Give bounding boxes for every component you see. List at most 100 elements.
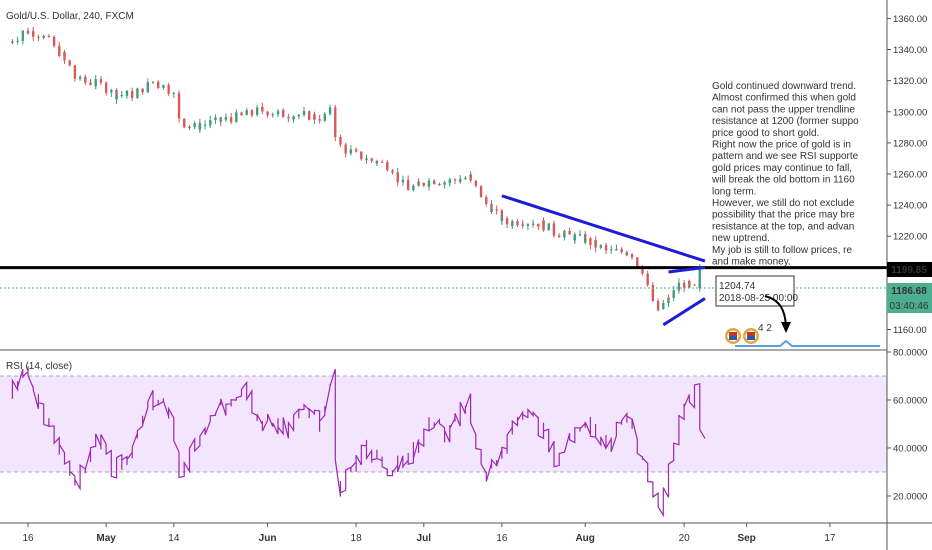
candle-196	[688, 279, 691, 288]
candle-190	[667, 294, 670, 301]
candle-113	[401, 175, 405, 186]
candle-62	[224, 113, 228, 123]
time-tick-0: 16	[22, 523, 34, 544]
candle-33	[125, 94, 129, 99]
candle-112	[396, 172, 399, 187]
candle-158	[557, 233, 561, 238]
horizontal-line-label-bg	[887, 262, 932, 277]
svg-text:18: 18	[351, 533, 363, 544]
annotation-line-14: My job is still to follow prices, re	[712, 245, 852, 256]
drawing-lines	[0, 194, 887, 327]
svg-text:1360.00: 1360.00	[893, 14, 927, 25]
candle-50	[183, 118, 186, 129]
candle-104	[370, 157, 373, 164]
rsi-band	[0, 376, 887, 472]
arrow-head-icon	[781, 322, 791, 333]
candle-20	[78, 75, 82, 81]
candle-152	[537, 223, 540, 231]
candle-145	[511, 219, 514, 229]
candle-178	[625, 253, 629, 256]
candle-100	[354, 148, 358, 153]
candle-160	[563, 229, 566, 238]
candle-170	[599, 244, 603, 250]
price-tooltip: 1204.74 2018-08-25 00:00	[715, 275, 798, 307]
candle-59	[214, 114, 217, 124]
svg-text:Sep: Sep	[737, 533, 755, 544]
candle-44	[162, 84, 165, 90]
candle-26	[99, 76, 103, 86]
annotation-line-11: possibility that the price may bre	[712, 210, 855, 221]
candle-118	[417, 178, 420, 183]
candle-155	[547, 223, 550, 231]
annotation-line-4: price good to short gold.	[712, 128, 819, 139]
svg-text:17: 17	[824, 533, 836, 544]
candle-175	[615, 244, 618, 251]
candle-172	[604, 246, 608, 255]
candle-130	[459, 174, 462, 183]
rsi-title: RSI (14, close)	[6, 361, 72, 372]
rsi-line	[11, 366, 706, 518]
price-axis[interactable]: 1360.00 1340.00 1320.00 1300.00 1280.00 1260.…	[887, 14, 927, 336]
candle-79	[281, 108, 285, 118]
candle-7	[32, 26, 35, 42]
candle-95	[339, 134, 342, 148]
price-tick-0: 1360.00	[887, 14, 927, 25]
svg-text:16: 16	[496, 533, 508, 544]
candle-25	[94, 74, 97, 90]
candle-187	[656, 308, 660, 311]
time-tick-6: 16	[496, 523, 508, 544]
candle-143	[505, 216, 509, 228]
rsi-series	[11, 366, 706, 518]
annotation-line-12: resistance at the top, and advan	[712, 221, 854, 232]
chart-title: Gold/U.S. Dollar, 240, FXCM	[6, 11, 134, 22]
lower-trendline	[662, 297, 706, 327]
time-tick-8: 20	[679, 523, 690, 544]
candle-128	[453, 178, 457, 185]
candle-8	[37, 34, 40, 42]
candle-194	[682, 279, 686, 293]
price-candles	[11, 26, 701, 312]
candle-23	[89, 78, 92, 86]
candle-17	[68, 59, 71, 67]
candle-154	[542, 219, 545, 232]
rsi-tick-2: 40.0000	[887, 444, 927, 455]
candle-2	[16, 36, 19, 45]
candle-121	[427, 178, 431, 191]
candle-19	[73, 69, 77, 82]
candle-86	[308, 110, 311, 121]
candle-133	[469, 174, 472, 183]
candle-32	[120, 91, 123, 98]
candle-82	[292, 115, 295, 123]
candle-10	[42, 34, 45, 38]
candle-91	[323, 113, 327, 119]
candle-40	[146, 82, 149, 84]
candle-161	[568, 227, 571, 235]
svg-text:1260.00: 1260.00	[893, 170, 927, 181]
annotation-line-0: Gold continued downward trend.	[712, 81, 856, 92]
candle-13	[52, 42, 56, 48]
candle-103	[365, 155, 368, 161]
event-flags[interactable]: 4 2	[725, 323, 772, 344]
rsi-axis[interactable]: 80.0000 60.0000 40.0000 20.0000	[887, 348, 927, 503]
candle-97	[344, 145, 347, 158]
candle-49	[177, 103, 181, 123]
candle-52	[188, 125, 191, 130]
time-axis[interactable]: 16 May 14 Jun 18 Jul 16 Aug 20 Sep 17	[22, 523, 836, 544]
time-tick-5: Jul	[417, 523, 431, 544]
candle-116	[412, 184, 415, 192]
svg-text:1160.00: 1160.00	[893, 325, 927, 336]
candle-61	[219, 116, 222, 124]
candle-77	[276, 108, 280, 117]
annotation-line-1: Almost confirmed this when gold	[712, 93, 856, 104]
candle-140	[495, 205, 498, 215]
candle-101	[360, 151, 363, 161]
svg-text:1220.00: 1220.00	[893, 232, 927, 243]
candle-34	[125, 89, 129, 96]
candle-65	[235, 109, 238, 123]
annotation-note[interactable]: Gold continued downward trend.Almost con…	[711, 81, 859, 268]
candle-46	[167, 87, 170, 96]
svg-text:1300.00: 1300.00	[893, 107, 927, 118]
candle-164	[578, 229, 582, 237]
candle-173	[610, 245, 613, 254]
